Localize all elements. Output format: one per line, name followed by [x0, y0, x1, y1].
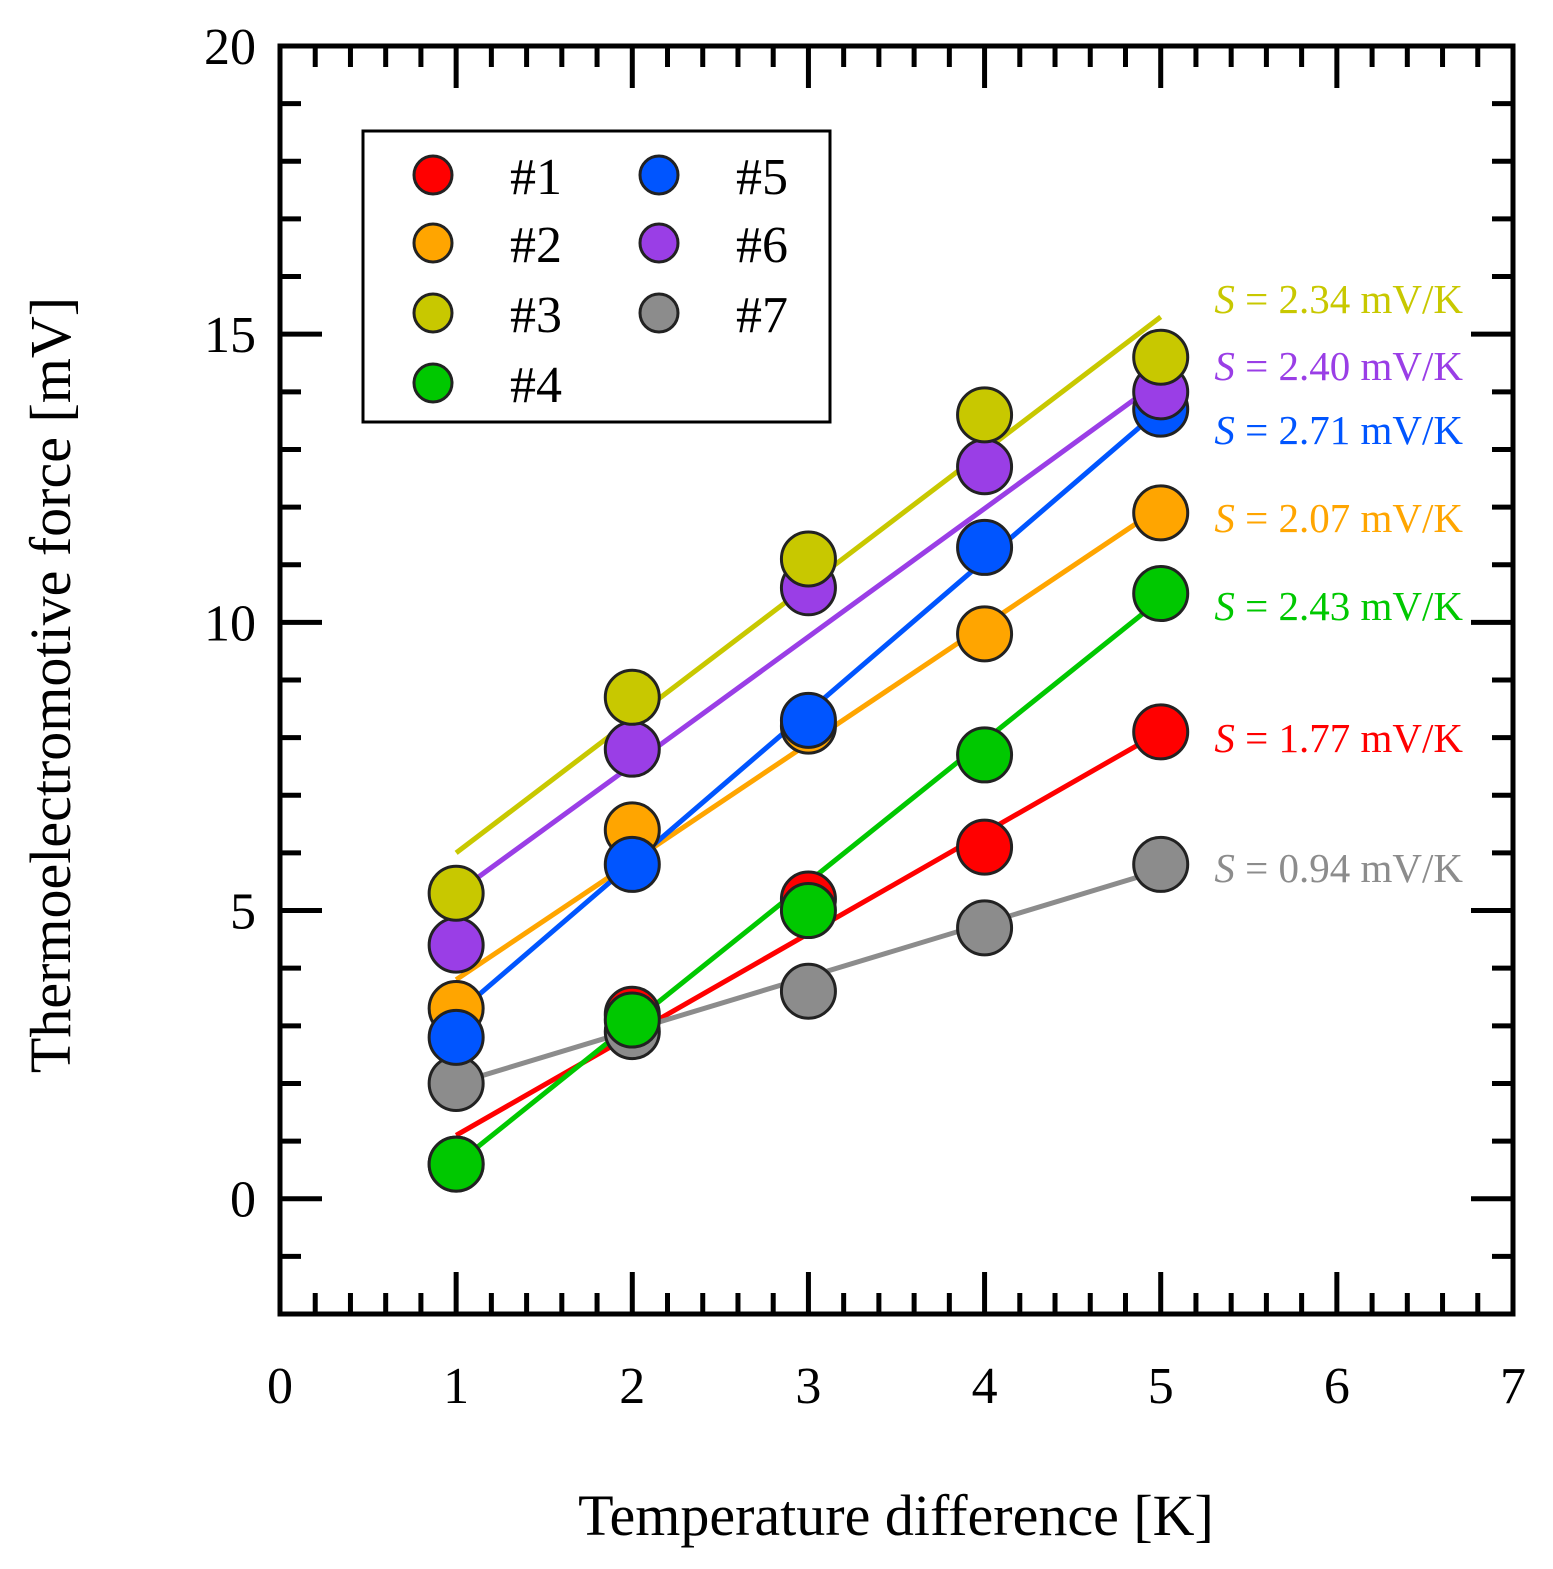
x-axis-title: Temperature difference [K]	[578, 1483, 1214, 1548]
y-tick-label: 10	[204, 595, 256, 652]
slope-label: S = 1.77 mV/K	[1214, 715, 1463, 761]
legend-marker	[412, 222, 454, 264]
legend-label: #3	[510, 287, 562, 344]
data-point	[427, 1135, 485, 1193]
legend: #1 #2 #3 #4 #5 #6 #7	[361, 129, 832, 424]
legend-label: #5	[736, 149, 788, 206]
fit-line	[454, 378, 1163, 896]
data-point	[956, 438, 1014, 496]
x-tick-label: 3	[795, 1358, 821, 1415]
data-point	[779, 882, 837, 940]
legend-label: #1	[510, 149, 562, 206]
data-point	[779, 530, 837, 588]
slope-label: S = 0.94 mV/K	[1214, 845, 1463, 891]
data-point	[603, 668, 661, 726]
data-point	[427, 864, 485, 922]
legend-label: #6	[736, 217, 788, 274]
data-point	[1132, 835, 1190, 893]
y-tick-label: 20	[204, 19, 256, 76]
legend-marker	[412, 362, 454, 404]
data-point	[1132, 484, 1190, 542]
data-point	[956, 726, 1014, 784]
axis-ticks	[277, 43, 1516, 1317]
x-tick-label: 4	[972, 1358, 998, 1415]
data-point	[1132, 565, 1190, 623]
x-tick-label: 6	[1324, 1358, 1350, 1415]
plot-frame	[277, 43, 1516, 1317]
legend-marker	[638, 154, 680, 196]
data-point	[1132, 328, 1190, 386]
slope-labels: S = 1.77 mV/K S = 2.07 mV/K S = 2.34 mV/K S…	[1214, 276, 1463, 891]
data-point	[956, 605, 1014, 663]
slope-label: S = 2.40 mV/K	[1214, 343, 1463, 389]
data-point	[603, 835, 661, 893]
legend-label: #4	[510, 357, 562, 414]
x-tick-label: 0	[267, 1358, 293, 1415]
y-axis-title: Thermoelectromotive force [mV]	[18, 297, 83, 1073]
slope-label: S = 2.43 mV/K	[1214, 583, 1463, 629]
data-point	[603, 991, 661, 1049]
y-tick-label: 5	[230, 884, 256, 941]
data-point	[1132, 703, 1190, 761]
tick-labels: 0 1 2 3 4 5 6 7 0 5 10 15 20	[204, 19, 1526, 1415]
x-tick-label: 1	[443, 1358, 469, 1415]
legend-marker	[638, 292, 680, 334]
x-tick-label: 2	[619, 1358, 645, 1415]
legend-label: #7	[736, 287, 788, 344]
data-point	[427, 1008, 485, 1066]
data-point	[427, 916, 485, 974]
data-point	[956, 386, 1014, 444]
data-points	[427, 328, 1190, 1193]
data-point	[956, 899, 1014, 957]
data-point	[603, 720, 661, 778]
data-point	[956, 818, 1014, 876]
slope-label: S = 2.07 mV/K	[1214, 495, 1463, 541]
x-tick-label: 5	[1148, 1358, 1174, 1415]
legend-marker	[638, 222, 680, 264]
slope-label: S = 2.34 mV/K	[1214, 276, 1463, 322]
data-point	[779, 691, 837, 749]
legend-label: #2	[510, 217, 562, 274]
slope-label: S = 2.71 mV/K	[1214, 407, 1463, 453]
y-tick-label: 0	[230, 1172, 256, 1229]
data-point	[956, 518, 1014, 576]
legend-marker	[412, 154, 454, 196]
y-tick-label: 15	[204, 307, 256, 364]
data-point	[779, 962, 837, 1020]
legend-marker	[412, 292, 454, 334]
x-tick-label: 7	[1500, 1358, 1526, 1415]
